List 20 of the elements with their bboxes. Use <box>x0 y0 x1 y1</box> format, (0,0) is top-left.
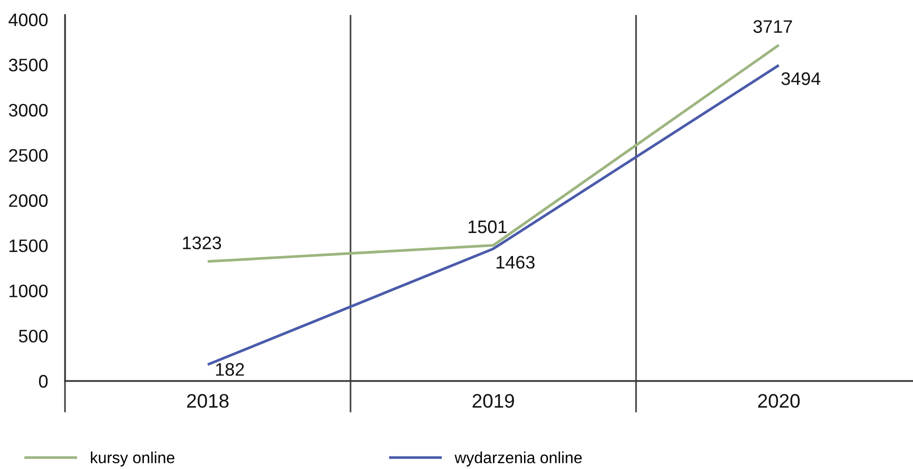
y-tick-label: 4000 <box>8 13 48 26</box>
data-label: 1501 <box>468 220 506 234</box>
x-tick-label: 2019 <box>472 394 514 408</box>
data-label: 182 <box>216 363 244 376</box>
y-tick-label: 3000 <box>8 104 48 117</box>
y-tick-label: 500 <box>18 330 48 343</box>
y-tick-label: 2500 <box>9 149 48 162</box>
y-tick-label: 1500 <box>10 239 48 252</box>
data-label: 1463 <box>496 256 535 269</box>
data-label: 3494 <box>781 72 820 86</box>
y-tick-label: 2000 <box>9 194 48 207</box>
y-tick-label: 1000 <box>10 284 48 298</box>
legend-label: kursy online <box>90 452 174 466</box>
x-tick-label: 2020 <box>758 394 800 408</box>
y-tick-label: 3500 <box>8 58 48 72</box>
x-tick-label: 2018 <box>187 394 229 408</box>
data-label: 1323 <box>183 236 222 250</box>
legend-label: wydarzenia online <box>454 452 582 466</box>
y-tick-label: 0 <box>39 374 48 388</box>
data-label: 3717 <box>753 20 792 33</box>
